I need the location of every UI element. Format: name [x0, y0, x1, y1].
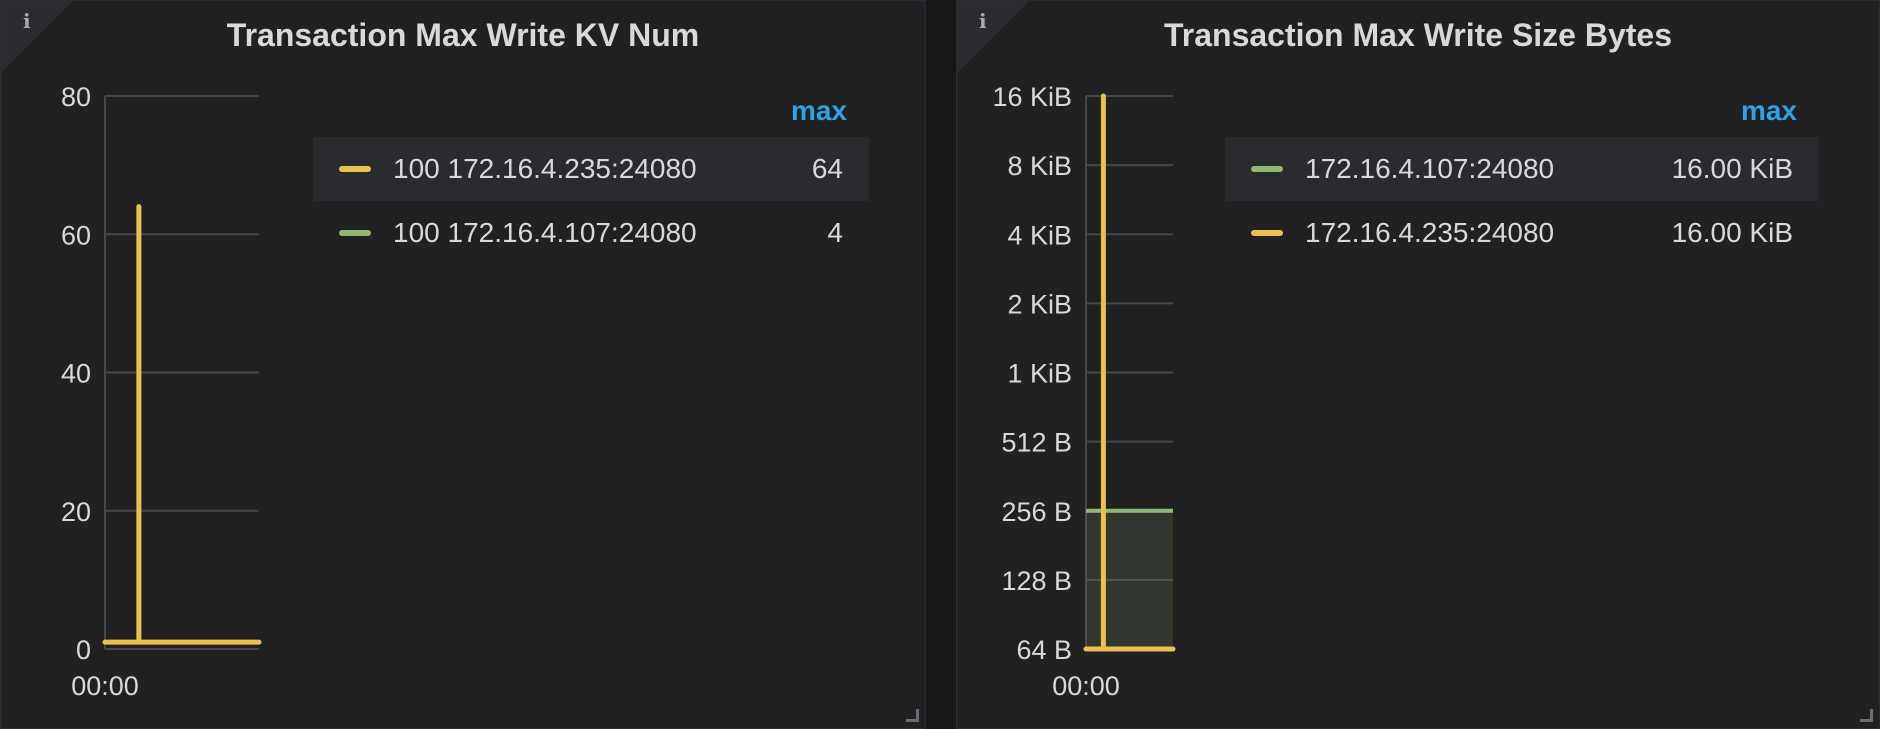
legend-header-max[interactable]: max: [790, 95, 847, 126]
legend-series-value: 16.00 KiB: [1671, 217, 1793, 248]
legend-row[interactable]: 100 172.16.4.107:24080 4: [313, 201, 869, 265]
legend-row[interactable]: 172.16.4.235:24080 16.00 KiB: [1225, 201, 1819, 265]
legend-header-max[interactable]: max: [1740, 95, 1797, 126]
legend-swatch: [1251, 166, 1283, 172]
resize-handle[interactable]: [906, 709, 919, 722]
legend: max 100 172.16.4.235:24080 64 100 172.16…: [313, 95, 869, 275]
legend: max 172.16.4.107:24080 16.00 KiB 172.16.…: [1225, 95, 1819, 275]
chart-kv-num: 80 60 40 20 0 00:00: [61, 82, 262, 701]
resize-handle[interactable]: [1860, 709, 1873, 722]
legend-row[interactable]: 100 172.16.4.235:24080 64: [313, 137, 869, 201]
legend-swatch: [339, 166, 371, 172]
series-line: [1083, 93, 1176, 652]
y-tick-label: 2 KiB: [1007, 289, 1072, 319]
legend-series-value: 16.00 KiB: [1671, 153, 1793, 184]
legend-row[interactable]: 172.16.4.107:24080 16.00 KiB: [1225, 137, 1819, 201]
y-tick-label: 20: [61, 497, 91, 527]
legend-series-value: 4: [827, 217, 843, 248]
y-tick-label: 80: [61, 82, 91, 112]
legend-swatch: [1251, 230, 1283, 236]
y-tick-label: 40: [61, 359, 91, 389]
y-tick-label: 0: [76, 635, 91, 665]
panel-size-bytes: i Transaction Max Write Size Bytes 16 Ki…: [956, 0, 1880, 729]
x-tick-label: 00:00: [1052, 671, 1120, 701]
panel-corner: [1, 1, 73, 73]
legend-series-name: 172.16.4.235:24080: [1305, 217, 1555, 248]
y-tick-label: 256 B: [1001, 497, 1072, 527]
series-line: [102, 204, 262, 645]
panel-corner: [957, 1, 1029, 73]
y-tick-label: 8 KiB: [1007, 151, 1072, 181]
legend-series-name: 100 172.16.4.235:24080: [393, 153, 697, 184]
y-tick-label: 16 KiB: [992, 82, 1072, 112]
y-tick-label: 4 KiB: [1007, 220, 1072, 250]
panel-title[interactable]: Transaction Max Write Size Bytes: [1163, 17, 1673, 53]
panel-title[interactable]: Transaction Max Write KV Num: [226, 17, 700, 53]
y-tick-label: 512 B: [1001, 428, 1072, 458]
y-tick-label: 128 B: [1001, 566, 1072, 596]
legend-series-name: 172.16.4.107:24080: [1305, 153, 1555, 184]
info-icon[interactable]: i: [979, 9, 987, 33]
y-tick-label: 64 B: [1016, 635, 1072, 665]
y-tick-label: 1 KiB: [1007, 359, 1072, 389]
legend-series-name: 100 172.16.4.107:24080: [393, 217, 697, 248]
panel-kv-num: i Transaction Max Write KV Num 80 60 40 20 0…: [0, 0, 926, 729]
x-tick-label: 00:00: [71, 671, 139, 701]
legend-series-value: 64: [811, 153, 843, 184]
series-area: [1086, 510, 1173, 649]
chart-size-bytes: 16 KiB 8 KiB 4 KiB 2 KiB 1 KiB 512 B 256 B 128 …: [992, 82, 1176, 701]
legend-swatch: [339, 230, 371, 236]
y-tick-label: 60: [61, 220, 91, 250]
info-icon[interactable]: i: [23, 9, 31, 33]
